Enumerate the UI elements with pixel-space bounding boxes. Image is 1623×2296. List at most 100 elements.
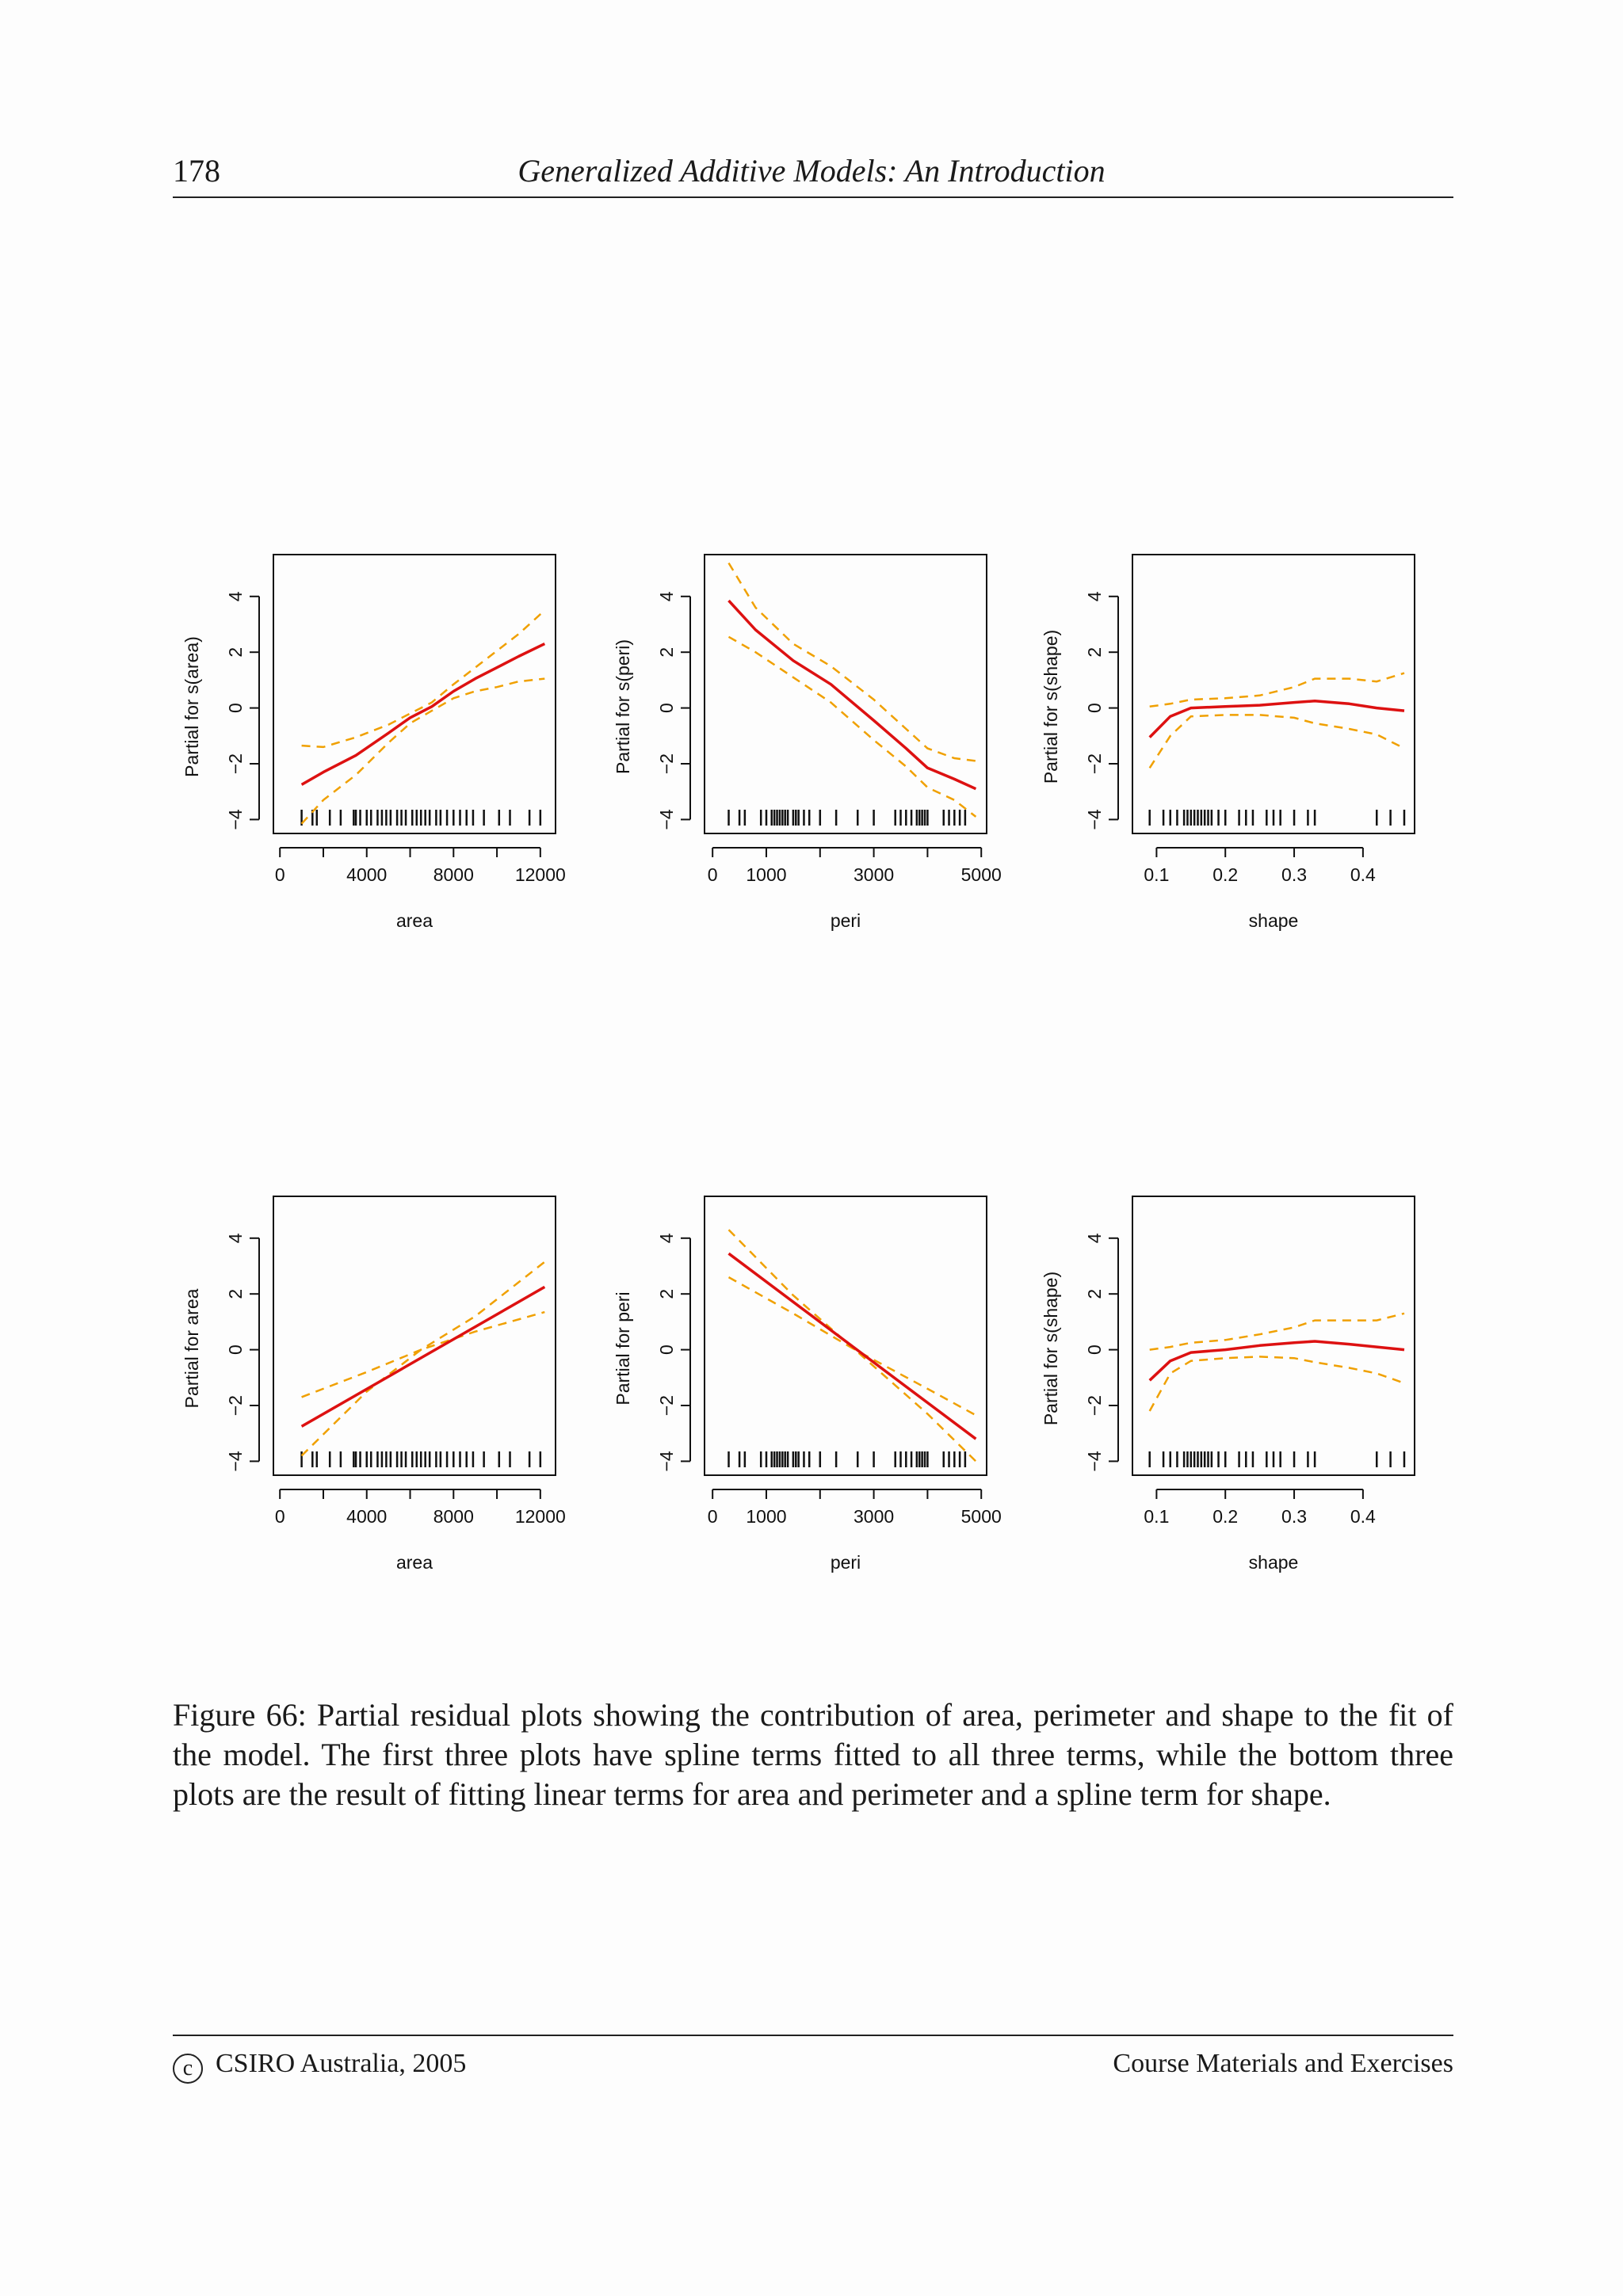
figure-caption: Figure 66: Partial residual plots showin… (173, 1697, 1453, 1812)
y-tick-label: 2 (656, 1289, 677, 1299)
y-tick-label: −4 (656, 809, 677, 830)
header-rule (173, 196, 1453, 198)
x-tick-label: 8000 (433, 1506, 474, 1527)
lower-band-line (1148, 714, 1405, 769)
plot-6: −4 −2 0 2 4 Partial for s(shape) 0.1 0.2 0.3 0.4 s… (1041, 1196, 1415, 1573)
footer-rule (173, 2035, 1453, 2036)
x-axis-title: shape (1249, 910, 1299, 931)
y-axis-title: Partial for peri (613, 1291, 633, 1405)
y-tick-label: −2 (1084, 1395, 1105, 1416)
x-tick-label: 3000 (854, 1506, 894, 1527)
y-tick-label: 4 (1084, 591, 1105, 601)
lower-band-line (1148, 1356, 1405, 1412)
footer-right: Course Materials and Exercises (1113, 2049, 1453, 2078)
x-axis-title: area (396, 1552, 433, 1573)
y-tick-label: 4 (656, 591, 677, 601)
fit-line (1148, 700, 1405, 738)
x-axis-title: peri (831, 1552, 861, 1573)
x-tick-label: 4000 (346, 1506, 387, 1527)
x-axis-title: area (396, 910, 433, 931)
plot-2: −4 −2 0 2 4 Partial for s(peri) 0 1000 3000 5000 p… (613, 554, 1002, 931)
upper-band-line (301, 609, 546, 749)
x-tick-label: 1000 (746, 1506, 786, 1527)
upper-band-line (727, 562, 976, 762)
lower-band-line (300, 677, 545, 825)
x-tick-label: 12000 (515, 864, 566, 885)
plot-1: −4 −2 0 2 4 Partial for s(area) 0 4000 8000 12000… (181, 554, 566, 931)
footer-copyright: CSIRO Australia, 2005 (216, 2049, 467, 2078)
y-axis-title: Partial for s(shape) (1041, 1272, 1061, 1425)
plot-frame (273, 1196, 556, 1476)
x-tick-label: 0.1 (1144, 1506, 1169, 1527)
footer-left: c CSIRO Australia, 2005 (173, 2049, 466, 2084)
y-tick-label: 0 (656, 703, 677, 713)
x-tick-label: 5000 (961, 864, 1002, 885)
y-tick-label: 0 (225, 1344, 246, 1355)
y-tick-label: 0 (1084, 1344, 1105, 1355)
y-tick-label: −4 (656, 1451, 677, 1471)
y-tick-label: 2 (225, 647, 246, 658)
running-title: Generalized Additive Models: An Introduc… (517, 153, 1106, 189)
x-tick-label: 0.4 (1350, 864, 1376, 885)
x-tick-label: 0.4 (1350, 1506, 1376, 1527)
copyright-icon: c (173, 2054, 203, 2084)
y-axis-title: Partial for area (181, 1288, 202, 1408)
upper-band-line (727, 1229, 977, 1417)
upper-band-line (1149, 1312, 1405, 1351)
x-axis-title: peri (831, 910, 861, 931)
y-tick-label: −2 (225, 753, 246, 774)
x-tick-label: 0 (275, 1506, 285, 1527)
y-tick-label: 4 (225, 1233, 246, 1243)
x-tick-label: 3000 (854, 864, 894, 885)
y-tick-label: 4 (1084, 1233, 1105, 1243)
y-tick-label: −2 (656, 753, 677, 774)
y-tick-label: 2 (656, 647, 677, 658)
y-tick-label: 2 (225, 1289, 246, 1299)
y-tick-label: 4 (225, 591, 246, 601)
upper-band-line (301, 1261, 546, 1398)
y-tick-label: −2 (225, 1395, 246, 1416)
y-tick-label: −4 (1084, 1451, 1105, 1471)
y-tick-label: 0 (225, 703, 246, 713)
y-tick-label: 0 (1084, 703, 1105, 713)
x-tick-label: 0 (708, 1506, 718, 1527)
y-tick-label: 2 (1084, 647, 1105, 658)
x-tick-label: 12000 (515, 1506, 566, 1527)
page-number: 178 (173, 153, 220, 189)
x-tick-label: 1000 (746, 864, 786, 885)
plot-frame (704, 1196, 987, 1476)
x-tick-label: 0.1 (1144, 864, 1169, 885)
y-tick-label: −2 (1084, 753, 1105, 774)
y-axis-title: Partial for s(area) (181, 636, 202, 777)
x-tick-label: 0 (708, 864, 718, 885)
y-tick-label: −2 (656, 1395, 677, 1416)
x-tick-label: 0.2 (1212, 1506, 1238, 1527)
plot-frame (273, 554, 556, 834)
lower-band-line (300, 1310, 545, 1457)
x-tick-label: 4000 (346, 864, 387, 885)
upper-band-line (1149, 672, 1405, 708)
y-tick-label: 4 (656, 1233, 677, 1243)
y-tick-label: 0 (656, 1344, 677, 1355)
x-tick-label: 0.2 (1212, 864, 1238, 885)
fit-line (727, 1252, 977, 1440)
x-tick-label: 0.3 (1281, 864, 1307, 885)
fit-line (727, 599, 977, 791)
y-tick-label: −4 (225, 809, 246, 830)
x-tick-label: 5000 (961, 1506, 1002, 1527)
plot-frame (704, 554, 987, 834)
y-tick-label: −4 (225, 1451, 246, 1471)
plot-3: −4 −2 0 2 4 Partial for s(shape) 0.1 0.2 0.3 0.4 s… (1041, 554, 1415, 931)
x-tick-label: 8000 (433, 864, 474, 885)
plot-frame (1132, 554, 1415, 834)
y-axis-title: Partial for s(shape) (1041, 630, 1061, 784)
lower-band-line (727, 635, 977, 818)
x-axis-title: shape (1249, 1552, 1299, 1573)
fit-line (1148, 1340, 1405, 1382)
lower-band-line (727, 1276, 977, 1463)
x-tick-label: 0 (275, 864, 285, 885)
y-tick-label: 2 (1084, 1289, 1105, 1299)
fit-line (300, 643, 546, 786)
fit-line (300, 1285, 546, 1428)
